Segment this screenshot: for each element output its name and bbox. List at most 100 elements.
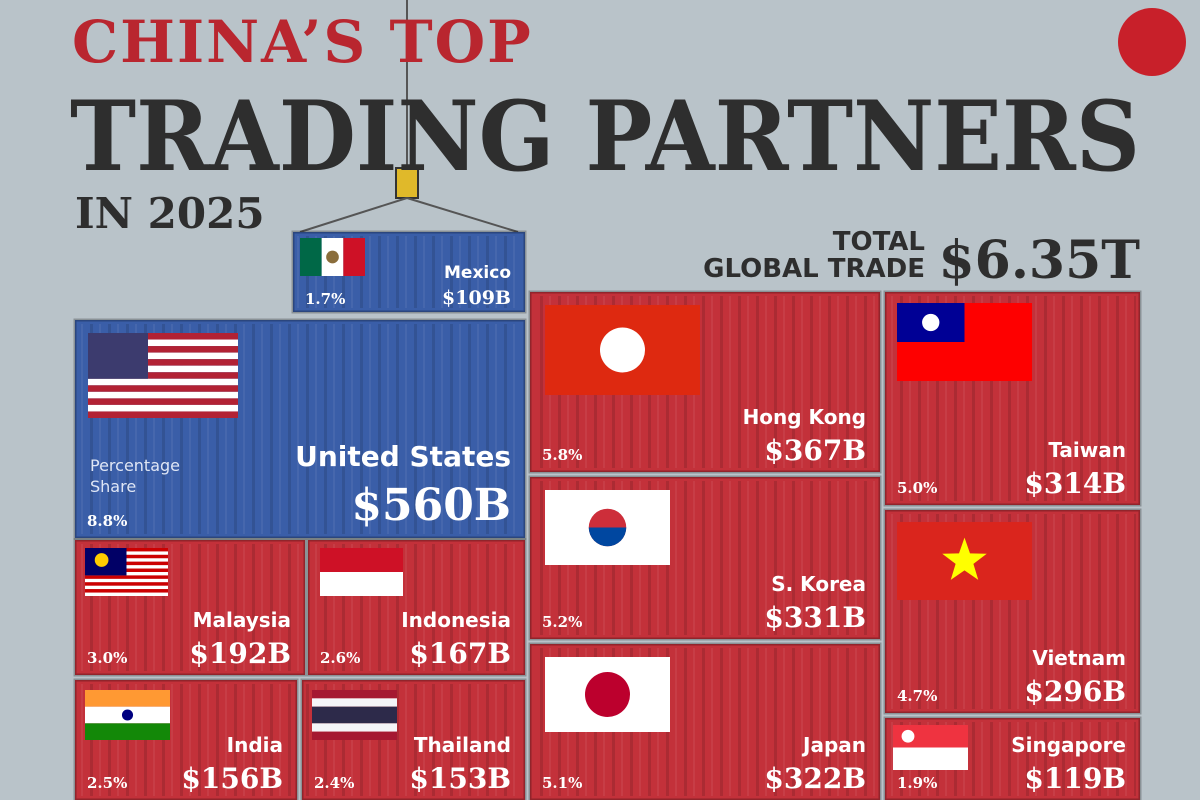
flag-part	[300, 238, 322, 276]
flag	[545, 490, 670, 565]
flag-part	[88, 385, 238, 392]
trade-value: $314B	[1024, 467, 1126, 500]
container: Hong Kong $367B 5.8%	[528, 290, 882, 474]
share-label: 2.6%	[320, 649, 360, 667]
country-name: Taiwan	[1048, 438, 1126, 462]
flag	[85, 690, 170, 740]
flag	[545, 657, 670, 732]
flag	[897, 303, 1032, 381]
country-name: Vietnam	[1032, 646, 1126, 670]
flag-part	[85, 585, 168, 590]
flag-part	[312, 706, 397, 715]
flag-part	[88, 398, 238, 405]
flag	[897, 522, 1032, 600]
container: United States $560B 8.8%	[73, 318, 527, 540]
flag-part	[88, 333, 238, 340]
trade-value: $331B	[764, 601, 866, 634]
country-name: Indonesia	[401, 608, 511, 632]
flag-part	[85, 589, 168, 593]
flag-part	[343, 238, 365, 276]
total-label: TOTAL	[833, 227, 925, 257]
container: Singapore $119B 1.9%	[883, 716, 1142, 800]
flag-part	[88, 372, 238, 379]
flag-part	[312, 698, 397, 707]
country-name: Thailand	[414, 733, 511, 757]
share-label: 5.2%	[542, 613, 582, 631]
flag-part	[922, 313, 940, 332]
share-label: 5.8%	[542, 446, 582, 464]
share-caption: Share	[90, 477, 136, 496]
country-name: United States	[295, 440, 511, 473]
flag-part	[88, 378, 238, 386]
flag	[545, 305, 700, 395]
flag-part	[901, 729, 915, 743]
container: Malaysia $192B 3.0%	[73, 538, 307, 677]
share-label: 1.9%	[897, 774, 937, 792]
logo	[1118, 8, 1186, 76]
container: Vietnam $296B 4.7%	[883, 508, 1142, 715]
share-label: 4.7%	[897, 687, 937, 705]
flag-part	[88, 333, 148, 379]
total-label: GLOBAL TRADE	[703, 254, 925, 284]
trade-value: $296B	[1024, 675, 1126, 708]
container: India $156B 2.5%	[73, 678, 299, 800]
flag	[312, 690, 397, 740]
trade-value: $156B	[181, 762, 283, 795]
flag	[300, 238, 365, 276]
flag-part	[121, 709, 134, 721]
country-name: Hong Kong	[743, 405, 866, 429]
country-name: India	[227, 733, 283, 757]
trade-value: $322B	[764, 762, 866, 795]
flag-part	[85, 582, 168, 586]
trade-value: $153B	[409, 762, 511, 795]
flag-part	[88, 352, 238, 360]
flag-part	[312, 731, 397, 740]
flag-part	[88, 391, 238, 399]
flag-part	[85, 592, 168, 596]
flag	[88, 333, 238, 418]
title-line: TRADING PARTNERS	[70, 80, 1140, 193]
crane-hook	[299, 0, 519, 233]
flag	[320, 548, 403, 596]
country-name: Japan	[801, 733, 866, 757]
share-label: 3.0%	[87, 649, 127, 667]
trade-value: $192B	[189, 637, 291, 670]
trade-value: $167B	[409, 637, 511, 670]
share-label: 2.5%	[87, 774, 127, 792]
flag-part	[893, 747, 968, 770]
flag-part	[312, 715, 397, 724]
country-name: Singapore	[1011, 733, 1126, 757]
flag-part	[942, 537, 987, 580]
flag-part	[85, 723, 170, 740]
flag-part	[312, 690, 397, 699]
flag-part	[85, 690, 170, 707]
title-line: CHINA’S TOP	[72, 8, 533, 76]
total-value: $6.35T	[938, 230, 1140, 291]
container: Thailand $153B 2.4%	[300, 678, 527, 800]
trade-value: $367B	[764, 434, 866, 467]
container: Taiwan $314B 5.0%	[883, 290, 1142, 507]
flag-part	[88, 404, 238, 412]
flag-part	[88, 346, 238, 353]
flag-part	[85, 575, 168, 579]
flag	[893, 725, 968, 770]
flag-part	[585, 672, 630, 717]
trade-value: $560B	[351, 480, 511, 531]
share-label: 2.4%	[314, 774, 354, 792]
country-name: Mexico	[444, 263, 511, 283]
flag-part	[94, 553, 109, 567]
flag-part	[88, 359, 238, 366]
flag-part	[85, 578, 168, 583]
flag-part	[88, 365, 238, 373]
flag-part	[88, 411, 238, 418]
flag-part	[320, 548, 403, 572]
share-caption: Percentage	[90, 456, 180, 475]
container: S. Korea $331B 5.2%	[528, 475, 882, 641]
container: Japan $322B 5.1%	[528, 642, 882, 800]
container: Indonesia $167B 2.6%	[306, 538, 527, 677]
trade-value: $109B	[442, 287, 511, 309]
flag-part	[893, 725, 968, 748]
share-label: 8.8%	[87, 512, 127, 530]
country-name: Malaysia	[193, 608, 291, 632]
